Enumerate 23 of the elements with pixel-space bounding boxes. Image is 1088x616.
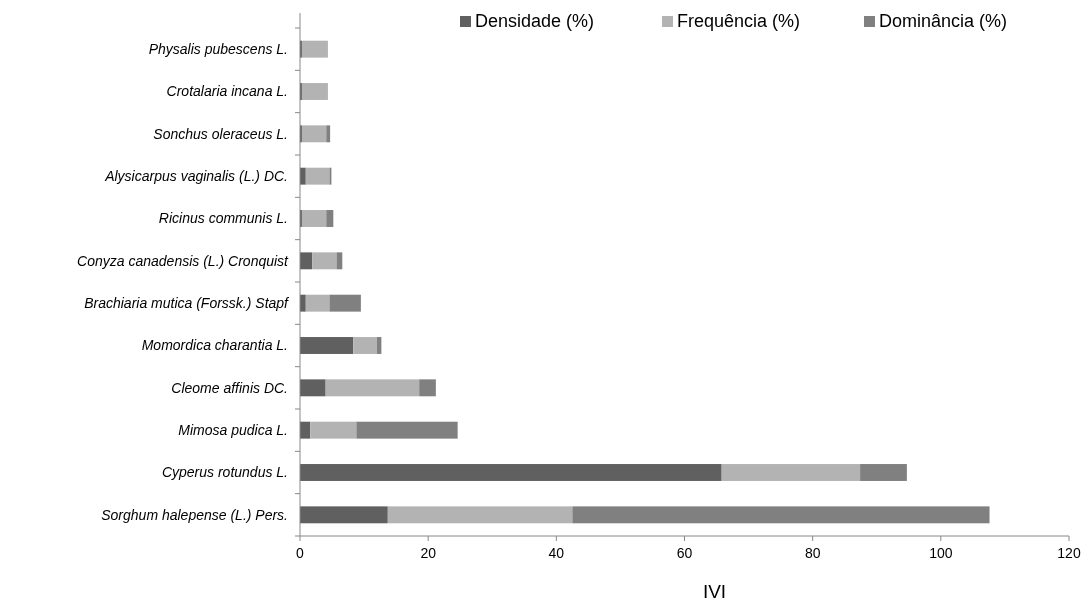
y-tick-label: Cyperus rotundus L. [161,464,288,481]
x-tick-label: 40 [548,545,565,561]
legend-label: Frequência (%) [677,11,801,31]
x-tick-label: 20 [420,545,437,561]
y-tick-label: Momordica charantia L. [141,337,288,354]
y-tick-label: Alysicarpus vaginalis (L.) DC. [104,168,288,185]
y-tick-label: Cleome affinis DC. [171,379,288,396]
y-tick-label: Brachiaria mutica (Forssk.) Stapf [84,295,291,312]
y-tick-label: Crotalaria incana L. [166,83,288,100]
legend-label: Densidade (%) [475,11,595,31]
x-tick-label: 0 [296,545,305,561]
x-tick-label: 80 [804,545,821,561]
y-tick-label: Mimosa pudica L. [178,422,288,439]
y-tick-label: Sonchus oleraceus L. [153,125,288,142]
x-tick-label: 120 [1057,545,1081,561]
legend-label: Dominância (%) [879,11,1008,31]
y-tick-label: Conyza canadensis (L.) Cronquist [77,252,290,269]
x-tick-label: 60 [676,545,693,561]
y-tick-label: Physalis pubescens L. [148,41,288,58]
x-tick-label: 100 [929,545,953,561]
y-tick-label: Ricinus communis L. [158,210,288,227]
x-axis-title: IVI [702,581,727,602]
y-tick-label: Sorghum halepense (L.) Pers. [101,506,288,523]
